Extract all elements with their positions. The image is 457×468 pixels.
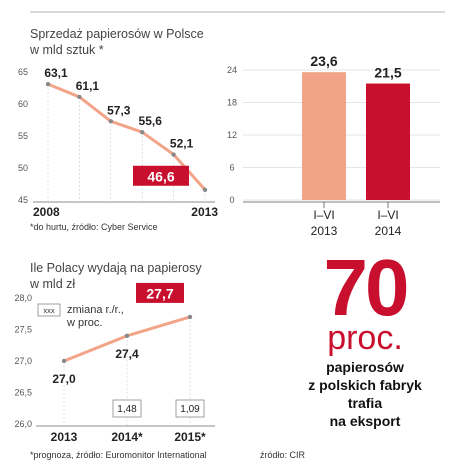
bars-x-tick: 2013 bbox=[311, 224, 338, 238]
sales-point bbox=[45, 81, 51, 87]
bar bbox=[302, 72, 346, 200]
export-description: papierosów z polskich fabryk trafia na e… bbox=[300, 358, 430, 430]
spending-point bbox=[124, 333, 130, 338]
bar-value-label: 21,5 bbox=[374, 65, 401, 81]
sales-point bbox=[77, 94, 82, 100]
bars-x-tick: I–VI bbox=[313, 208, 334, 222]
spending-chart-title-line2: w mld zł bbox=[30, 277, 76, 291]
spending-value-label: 27,7 bbox=[146, 285, 173, 301]
spending-x-tick: 2015* bbox=[174, 430, 206, 444]
sales-point bbox=[171, 152, 176, 157]
sales-x-tick: 2008 bbox=[33, 205, 60, 219]
legend-text: zmiana r./r., bbox=[67, 304, 124, 316]
spending-chart-title-line1: Ile Polacy wydają na papierosy bbox=[30, 261, 202, 275]
sales-chart-title-line1: Sprzedaż papierosów w Polsce bbox=[30, 27, 204, 41]
yoy-change-box bbox=[112, 399, 142, 418]
spending-y-tick: 28,0 bbox=[14, 293, 32, 303]
sales-value-label: 63,1 bbox=[44, 66, 68, 80]
spending-highlight-box bbox=[136, 282, 184, 303]
sales-point bbox=[108, 119, 114, 124]
spending-footnote: *prognoza, źródło: Euromonitor Internati… bbox=[30, 450, 207, 460]
sales-footnote: *do hurtu, źródło: Cyber Service bbox=[30, 222, 158, 232]
sales-x-tick: 2013 bbox=[191, 205, 218, 219]
sales-value-label: 57,3 bbox=[107, 103, 131, 117]
spending-point bbox=[61, 358, 67, 364]
sales-value-label: 52,1 bbox=[170, 137, 194, 151]
sales-value-label: 46,6 bbox=[147, 168, 174, 184]
bars-y-tick: 6 bbox=[229, 163, 234, 173]
sales-value-label: 55,6 bbox=[139, 114, 163, 128]
export-desc-line3: trafia bbox=[347, 395, 383, 411]
export-share-number: 70 bbox=[323, 243, 410, 332]
legend-box-text: xxx bbox=[43, 306, 55, 315]
spending-value-label: 27,4 bbox=[115, 347, 139, 361]
sales-series-line bbox=[47, 82, 207, 191]
bar-value-label: 23,6 bbox=[310, 53, 337, 69]
sales-y-tick: 45 bbox=[18, 195, 28, 205]
spending-chart-title: Ile Polacy wydają na papierosy w mld zł bbox=[30, 260, 202, 292]
legend-box bbox=[37, 303, 61, 317]
yoy-change-box bbox=[175, 399, 205, 418]
bars-y-tick: 24 bbox=[227, 65, 237, 75]
spending-x-tick: 2014* bbox=[111, 430, 143, 444]
legend-text: w proc. bbox=[66, 317, 102, 329]
spending-value-label: 27,0 bbox=[52, 372, 76, 386]
export-desc-line2: z polskich fabryk bbox=[308, 377, 422, 393]
export-desc-line4: na eksport bbox=[329, 413, 401, 429]
bars-x-tick: 2014 bbox=[375, 224, 402, 238]
sales-y-tick: 65 bbox=[18, 67, 28, 77]
sales-y-tick: 55 bbox=[18, 131, 28, 141]
sales-highlight-box bbox=[133, 165, 189, 186]
spending-x-tick: 2013 bbox=[51, 430, 78, 444]
sales-point bbox=[202, 187, 208, 192]
sales-point bbox=[140, 129, 145, 135]
export-source: źródło: CIR bbox=[260, 450, 306, 460]
sales-y-tick: 50 bbox=[18, 163, 28, 173]
bars-y-tick: 12 bbox=[227, 130, 237, 140]
export-share-unit: proc. bbox=[327, 319, 403, 357]
bars-x-tick: I–VI bbox=[377, 208, 398, 222]
spending-y-tick: 26,0 bbox=[14, 419, 32, 429]
bars-y-tick: 18 bbox=[227, 98, 237, 108]
sales-chart-title-line2: w mld sztuk * bbox=[30, 43, 104, 57]
sales-value-label: 61,1 bbox=[76, 79, 100, 93]
spending-y-tick: 27,5 bbox=[14, 325, 32, 335]
spending-y-tick: 27,0 bbox=[14, 356, 32, 366]
export-desc-line1: papierosów bbox=[326, 359, 404, 375]
bars-y-tick: 0 bbox=[229, 195, 234, 205]
spending-point bbox=[187, 314, 193, 320]
sales-y-tick: 60 bbox=[18, 99, 28, 109]
yoy-change-value: 1,48 bbox=[117, 404, 137, 415]
sales-chart-title: Sprzedaż papierosów w Polsce w mld sztuk… bbox=[30, 26, 204, 58]
spending-y-tick: 26,5 bbox=[14, 388, 32, 398]
yoy-change-value: 1,09 bbox=[180, 404, 200, 415]
bar bbox=[366, 83, 410, 200]
